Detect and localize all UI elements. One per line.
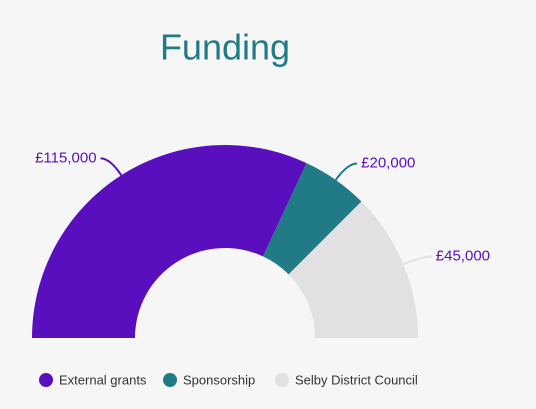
slice [288, 201, 418, 338]
chart-title: Funding [160, 27, 290, 68]
legend-marker [39, 373, 53, 387]
legend-marker [275, 373, 289, 387]
slice [32, 145, 307, 338]
legend-marker [163, 373, 177, 387]
legend-label: External grants [59, 372, 147, 387]
legend-label: Sponsorship [183, 372, 255, 387]
data-label: £45,000 [436, 247, 490, 264]
data-label: £20,000 [361, 154, 415, 171]
leader-line [401, 255, 432, 266]
slice [263, 163, 362, 275]
leader-line [333, 162, 358, 183]
data-label: £115,000 [35, 149, 96, 166]
legend-label: Selby District Council [295, 372, 418, 387]
leader-line [100, 157, 124, 178]
